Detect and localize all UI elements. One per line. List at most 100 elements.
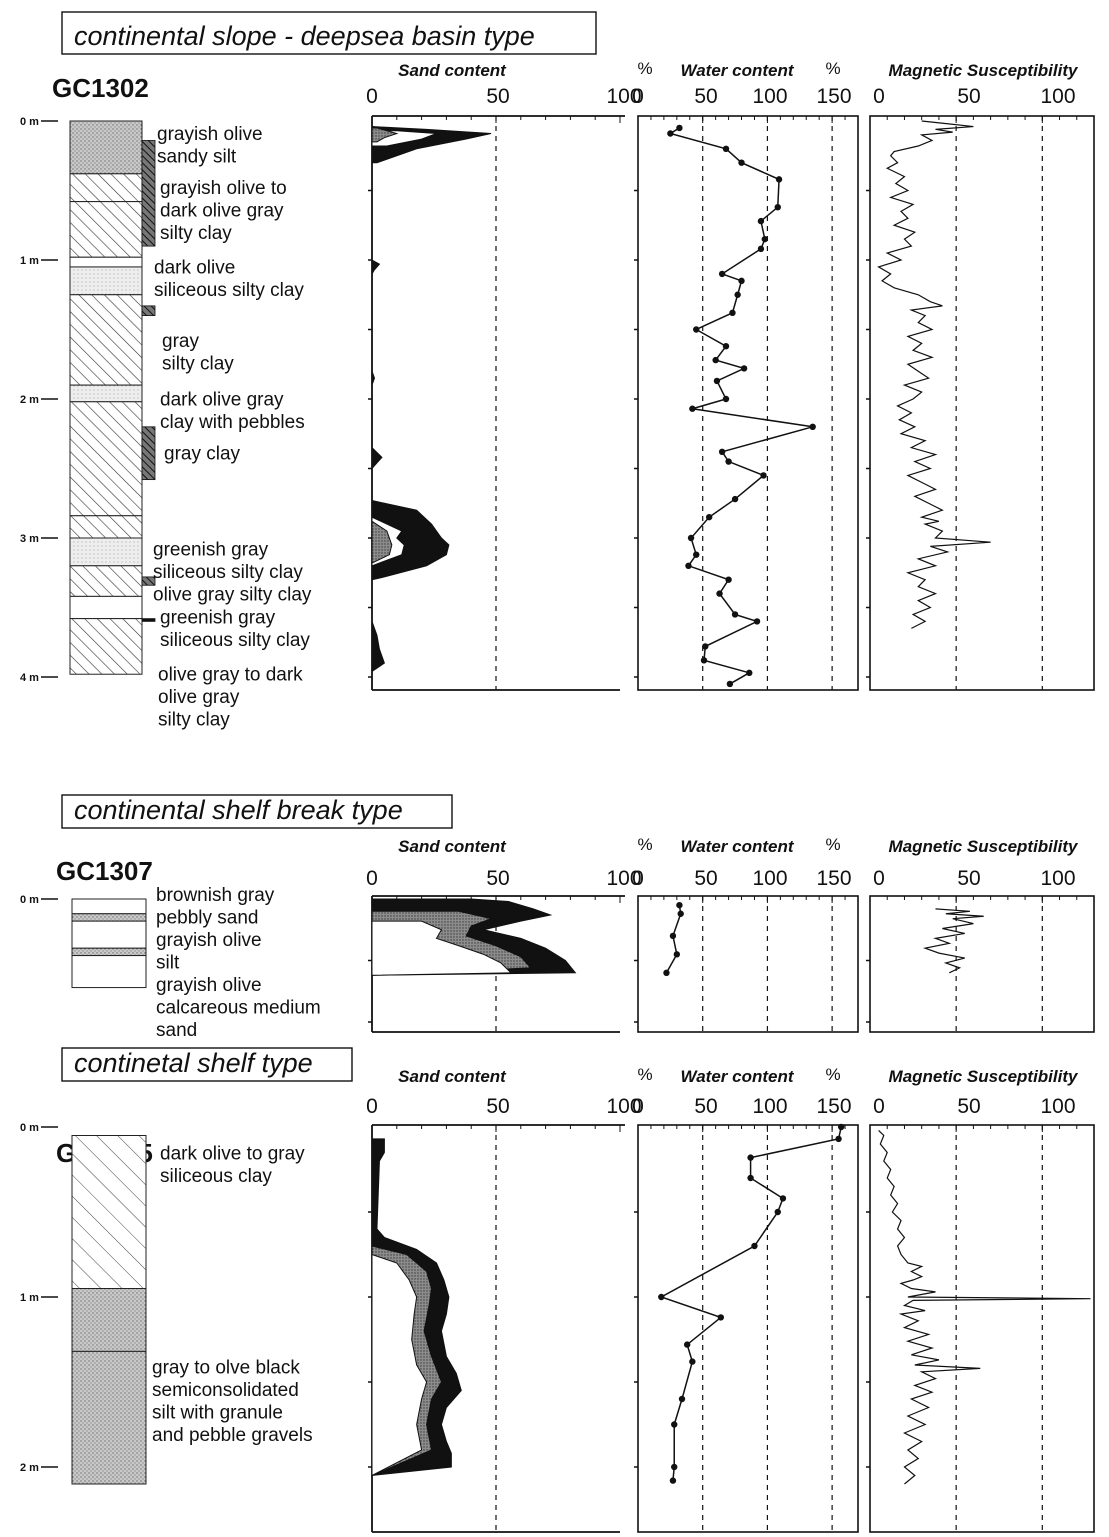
lithology-unit <box>69 294 143 386</box>
sand-tick-label: 50 <box>486 867 509 890</box>
water-point <box>678 1395 686 1403</box>
lithology-description: greenish gray <box>153 540 269 561</box>
water-point <box>729 309 736 317</box>
water-point <box>738 277 745 285</box>
depth-label: 2 m <box>20 1462 39 1474</box>
structure-mark <box>141 426 156 481</box>
lithology-description: and pebble gravels <box>152 1425 313 1446</box>
water-point <box>725 576 732 583</box>
lithology-unit <box>71 1288 147 1352</box>
structure-mark <box>141 140 156 247</box>
water-point <box>760 472 767 479</box>
water-point <box>689 405 696 412</box>
lithology-unit <box>69 173 143 203</box>
mag-line <box>877 120 991 629</box>
sand-tick-label: 100 <box>606 867 641 890</box>
water-frame <box>637 1124 859 1533</box>
water-point <box>775 176 783 183</box>
water-tick-label: 100 <box>752 85 787 108</box>
depth-label: 0 m <box>20 894 39 906</box>
mag-tick-label: 0 <box>873 867 885 890</box>
lithology-unit <box>69 201 143 258</box>
water-point <box>669 1477 677 1484</box>
mag-tick-label: 50 <box>957 1095 980 1118</box>
mag-tick-label: 100 <box>1040 867 1075 890</box>
lithology-description: grayish olive <box>156 930 262 951</box>
mag-tick-label: 100 <box>1040 85 1075 108</box>
mag-frame <box>869 115 1095 691</box>
water-point <box>779 1195 787 1202</box>
structure-mark <box>141 576 156 586</box>
depth-label: 4 m <box>20 672 39 684</box>
lithology-unit <box>69 565 143 597</box>
mag-tick-label: 50 <box>957 85 980 108</box>
lithology-unit <box>71 955 147 989</box>
water-point <box>809 423 816 430</box>
lithology-description: gray <box>162 331 199 352</box>
water-point <box>835 1135 842 1143</box>
lithology-description: brownish gray <box>156 885 275 906</box>
water-unit-left: % <box>637 835 652 854</box>
sand-tick-label: 50 <box>486 85 509 108</box>
mag-tick-label: 0 <box>873 1095 885 1118</box>
lithology-description: silt <box>156 953 180 974</box>
water-unit-right: % <box>825 1065 840 1084</box>
water-point <box>718 448 726 456</box>
sand-tick-label: 0 <box>366 85 378 108</box>
lithology-description: dark olive gray <box>160 389 284 410</box>
lithology-unit <box>69 401 143 517</box>
water-point <box>725 458 732 465</box>
lithology-unit <box>71 947 147 957</box>
structure-mark <box>141 618 156 622</box>
water-frame <box>637 115 859 691</box>
lithology-description: greenish gray <box>160 608 276 629</box>
type-title: continental shelf break type <box>74 795 403 825</box>
water-tick-label: 0 <box>632 867 644 890</box>
water-point <box>717 1314 725 1321</box>
sand-tick-label: 100 <box>606 85 641 108</box>
water-point <box>677 910 684 917</box>
panel-gc1302: continental slope - deepsea basin type GC… <box>20 11 1095 731</box>
water-point <box>663 969 670 976</box>
lithology-description: semiconsolidated <box>152 1380 299 1401</box>
type-title-box <box>61 794 453 829</box>
water-content-title: Water content <box>680 61 794 80</box>
water-point <box>746 669 753 677</box>
water-tick-label: 0 <box>632 1095 644 1118</box>
lithology-unit <box>69 266 143 296</box>
lithology-description: dark olive <box>154 257 235 278</box>
sand-tick-label: 0 <box>366 1095 378 1118</box>
water-content-title: Water content <box>680 1067 794 1086</box>
lithology-unit <box>71 898 147 915</box>
mag-tick-label: 50 <box>957 867 980 890</box>
water-point <box>731 611 739 618</box>
depth-label: 3 m <box>20 533 39 545</box>
water-point <box>753 618 761 625</box>
sand-area <box>371 259 381 276</box>
depth-label: 0 m <box>20 116 39 128</box>
sand-tick-label: 0 <box>366 867 378 890</box>
structure-mark <box>141 305 156 316</box>
lithology-description: dark olive gray <box>160 201 284 222</box>
mag-tick-label: 0 <box>873 85 885 108</box>
water-point <box>685 562 692 569</box>
lithology-description: olive gray silty clay <box>153 585 312 606</box>
water-point <box>837 1123 845 1131</box>
lithology-description: sandy silt <box>157 146 237 167</box>
water-point <box>689 1358 696 1365</box>
mag-sus-title: Magnetic Susceptibility <box>889 1067 1079 1086</box>
water-unit-left: % <box>637 59 652 78</box>
lithology-description: silty clay <box>158 710 230 731</box>
lithology-description: siliceous silty clay <box>154 280 304 301</box>
depth-label: 1 m <box>20 255 39 267</box>
lithology-unit <box>71 1350 147 1485</box>
water-point <box>658 1293 665 1301</box>
water-point <box>669 932 677 940</box>
water-point <box>761 235 769 243</box>
water-point <box>722 342 730 350</box>
lithology-description: olive gray to dark <box>158 665 303 686</box>
water-unit-right: % <box>825 59 840 78</box>
sand-content-title: Sand content <box>398 61 507 80</box>
lithology-unit <box>69 120 143 175</box>
